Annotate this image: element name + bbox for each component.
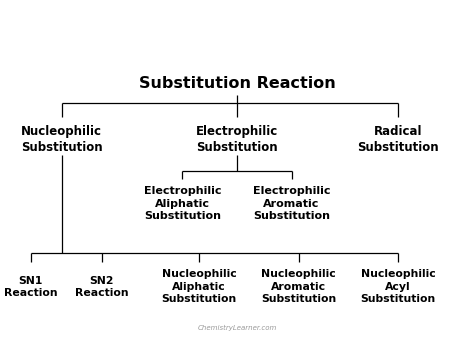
Text: SN1
Reaction: SN1 Reaction — [4, 275, 58, 298]
Text: Radical
Substitution: Radical Substitution — [357, 125, 439, 154]
Text: Types of Substitution Reaction: Types of Substitution Reaction — [56, 13, 418, 33]
Text: ChemistryLearner.com: ChemistryLearner.com — [197, 324, 277, 331]
Text: Electrophilic
Aliphatic
Substitution: Electrophilic Aliphatic Substitution — [144, 186, 221, 221]
Text: Nucleophilic
Aromatic
Substitution: Nucleophilic Aromatic Substitution — [261, 269, 336, 304]
Text: Nucleophilic
Substitution: Nucleophilic Substitution — [21, 125, 102, 154]
Text: Substitution Reaction: Substitution Reaction — [138, 76, 336, 91]
Text: Electrophilic
Aromatic
Substitution: Electrophilic Aromatic Substitution — [253, 186, 330, 221]
Text: Nucleophilic
Aliphatic
Substitution: Nucleophilic Aliphatic Substitution — [162, 269, 237, 304]
Text: Nucleophilic
Acyl
Substitution: Nucleophilic Acyl Substitution — [361, 269, 436, 304]
Text: SN2
Reaction: SN2 Reaction — [75, 275, 129, 298]
Text: Electrophilic
Substitution: Electrophilic Substitution — [196, 125, 278, 154]
